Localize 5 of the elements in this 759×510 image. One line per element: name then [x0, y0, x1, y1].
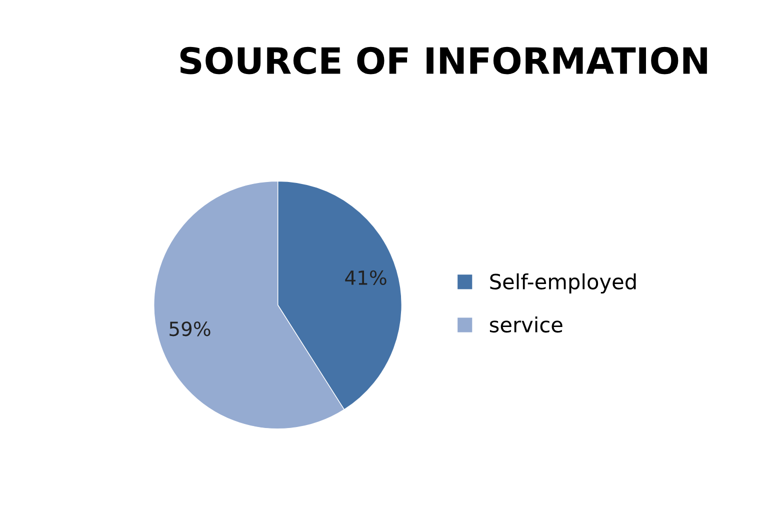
- chart-title: SOURCE OF INFORMATION: [180, 46, 707, 74]
- data-label: 41%: [345, 270, 386, 286]
- data-label: 59%: [170, 321, 210, 336]
- legend-label: Self-employed: [490, 273, 636, 294]
- legend-label: service: [490, 316, 562, 333]
